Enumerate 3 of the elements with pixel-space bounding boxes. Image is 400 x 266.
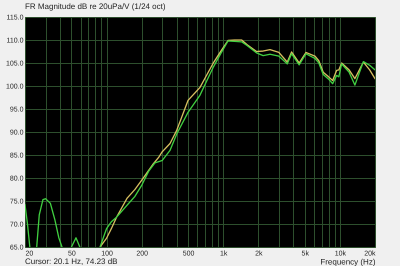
x-axis-title: Frequency (Hz) [320, 258, 376, 266]
chart-title: FR Magnitude dB re 20uPa/V (1/24 oct) [25, 2, 166, 11]
text: Cursor: 20.1 Hz, 74.23 dB [25, 257, 118, 266]
